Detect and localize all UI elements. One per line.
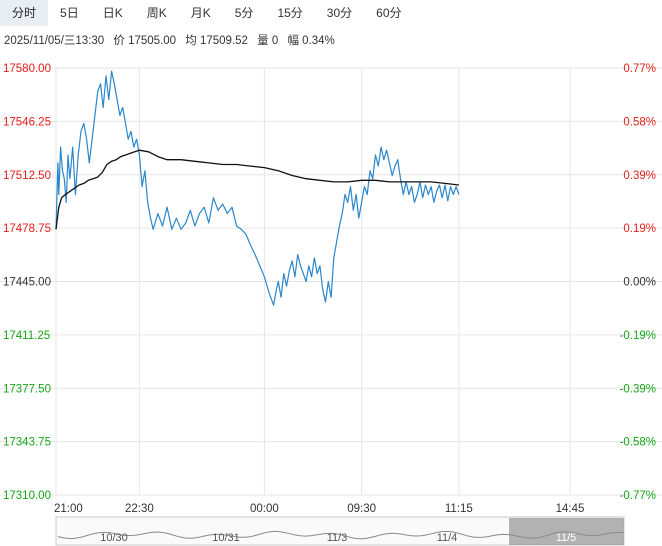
x-tick-label: 11:15 [445,503,473,515]
price-line [55,70,460,306]
info-volume: 量 0 [257,35,279,47]
info-datetime: 2025/11/05/三13:30 [4,35,105,47]
time-navigator: 10/30 10/31 11/3 11/4 11/5 [55,516,625,546]
navigator-sparkline [57,530,624,540]
y-tick-left: 17546.25 [3,116,51,128]
y-tick-left: 17580.00 [3,63,51,75]
navigator-date-label: 11/5 [556,532,577,544]
grid [0,67,662,496]
y-tick-left: 17377.50 [3,383,51,395]
period-tabs: 分时 5日 日K 周K 月K 5分 15分 30分 60分 [0,0,662,26]
y-tick-left: 17343.75 [3,437,51,449]
x-axis: 21:00 22:30 00:00 09:30 11:15 14:45 [54,503,584,515]
y-tick-left: 17445.00 [3,277,51,289]
y-tick-left: 17478.75 [3,223,51,235]
navigator-date-label: 10/31 [212,532,240,544]
navigator-date-label: 11/4 [437,532,458,544]
series [55,70,460,306]
navigator-date-label: 10/30 [100,532,128,544]
quote-info-bar: 2025/11/05/三13:30 价 17505.00 均 17509.52 … [4,32,341,48]
info-change: 幅 0.34% [287,35,335,47]
y-tick-right: 0.00% [623,277,656,289]
y-tick-right: 0.77% [623,63,656,75]
navigator-date-label: 11/3 [327,532,348,544]
x-tick-label: 09:30 [347,503,376,515]
y-tick-right: 0.58% [623,116,656,128]
tab-intraday[interactable]: 分时 [0,0,49,26]
tab-weekly-k[interactable]: 周K [146,6,167,20]
tab-5day[interactable]: 5日 [60,6,79,20]
average-line [55,149,459,230]
x-tick-label: 21:00 [54,503,83,515]
info-price: 价 17505.00 [113,35,177,47]
y-tick-right: 0.39% [623,170,656,182]
y-tick-right: -0.39% [620,383,656,395]
x-tick-label: 00:00 [250,503,279,515]
y-tick-right: -0.58% [620,437,656,449]
y-tick-left: 17411.25 [3,330,50,342]
tab-30min[interactable]: 30分 [326,6,353,20]
y-tick-left: 17512.50 [3,170,51,182]
tab-15min[interactable]: 15分 [277,6,303,20]
x-tick-label: 22:30 [125,503,154,515]
y-tick-right: -0.77% [620,490,656,502]
x-tick-label: 14:45 [556,503,585,515]
tab-60min[interactable]: 60分 [376,6,402,20]
y-tick-right: 0.19% [623,223,656,235]
tab-monthly-k[interactable]: 月K [190,6,211,20]
y-axis-left: 17580.00 17546.25 17512.50 17478.75 17445.00… [3,63,51,502]
y-axis-right: 0.77% 0.58% 0.39% 0.19% 0.00% -0.19% -0.39% -0.… [620,63,656,502]
tab-5min[interactable]: 5分 [234,6,254,20]
y-tick-left: 17310.00 [3,490,51,502]
info-avg: 均 17509.52 [185,35,248,47]
y-tick-right: -0.19% [620,330,656,342]
tab-daily-k[interactable]: 日K [102,6,123,20]
